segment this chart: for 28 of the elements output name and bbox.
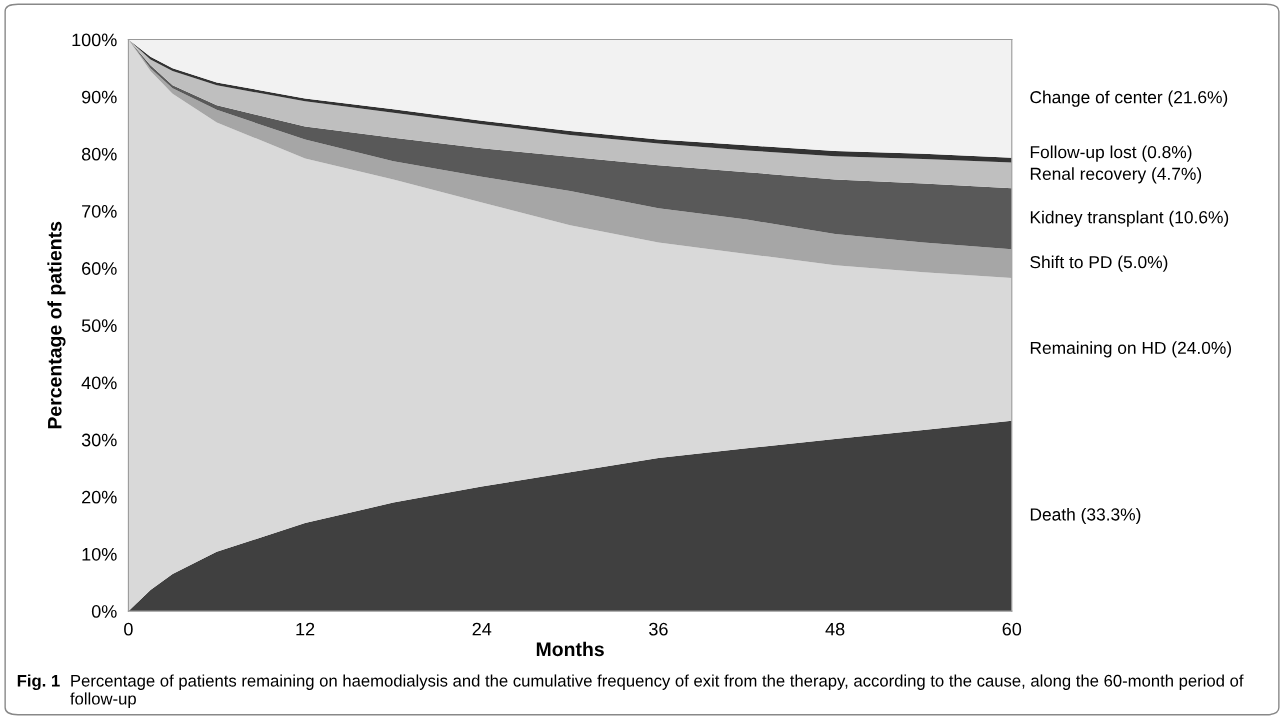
y-axis-title: Percentage of patients [47, 221, 66, 429]
x-tick-label: 48 [825, 622, 845, 636]
x-tick-label: 60 [1002, 622, 1022, 636]
series-label: Renal recovery (4.7%) [1030, 167, 1202, 184]
x-tick-label: 36 [649, 622, 668, 636]
x-tick-label: 0 [124, 622, 133, 636]
y-tick-label: 0% [91, 605, 117, 618]
y-tick-label: 50% [81, 319, 117, 333]
caption: Fig. 1 [17, 674, 60, 691]
y-tick-label: 100% [72, 33, 117, 47]
series-label: Kidney transplant (10.6%) [1030, 210, 1229, 227]
y-tick-label: 30% [81, 433, 117, 447]
x-tick-label: 24 [472, 622, 492, 636]
x-axis-title: Months [536, 641, 604, 657]
y-tick-label: 20% [82, 490, 117, 504]
series-label: Death (33.3%) [1030, 507, 1141, 525]
y-tick-label: 70% [82, 204, 117, 218]
series-label: Shift to PD (5.0%) [1030, 255, 1168, 272]
series-label: Follow-up lost (0.8%) [1030, 145, 1192, 162]
series-label: Remaining on HD (24.0%) [1030, 341, 1232, 358]
x-tick-label: 12 [296, 622, 315, 636]
y-tick-label: 10% [82, 547, 117, 561]
y-tick-label: 40% [81, 376, 117, 390]
y-tick-label: 60% [82, 262, 117, 275]
text: Percentage of patients remaining on haemodialysis and the cumulative frequency of exit from the therapy, according to the cause, along the 60-month period of follow-up [70, 674, 1244, 708]
y-tick-label: 90% [82, 90, 117, 104]
y-tick-label: 80% [81, 147, 117, 161]
series-label: Change of center (21.6%) [1030, 90, 1228, 107]
